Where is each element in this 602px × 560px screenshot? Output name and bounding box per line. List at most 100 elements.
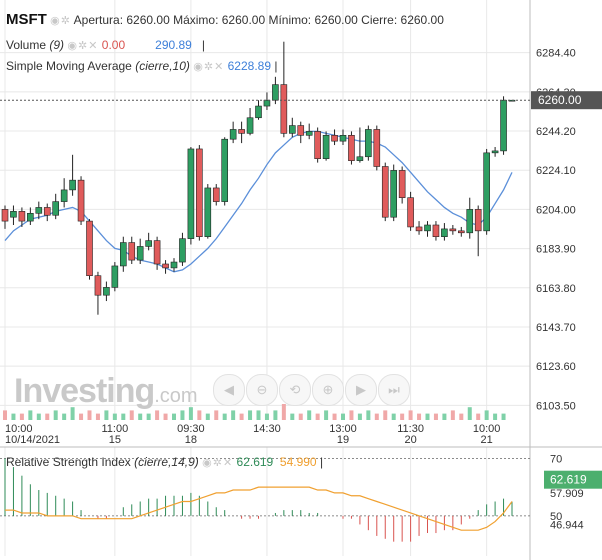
candle-body xyxy=(365,129,372,158)
rsi-value-badge xyxy=(544,470,602,489)
candle-body xyxy=(145,240,152,247)
last-price-badge xyxy=(531,91,602,110)
volume-bar xyxy=(442,413,447,420)
close-icon[interactable]: ✕ xyxy=(222,457,234,469)
candle-body xyxy=(331,135,338,142)
candle-body xyxy=(398,170,406,198)
close-icon[interactable]: ✕ xyxy=(88,40,99,52)
candle-body xyxy=(263,99,271,107)
candle-body xyxy=(179,238,186,263)
volume-bar xyxy=(383,410,388,420)
reset-icon[interactable]: ⟲ xyxy=(279,374,311,406)
candle-body xyxy=(356,156,364,161)
sma-param: (cierre,10) xyxy=(135,59,190,73)
volume-bar xyxy=(222,413,227,420)
rsi-param: (cierre,14,9) xyxy=(134,455,199,469)
price-tick-label: 6143.70 xyxy=(536,322,576,334)
candle-body xyxy=(491,150,499,154)
settings-icon[interactable]: ✲ xyxy=(212,457,223,469)
settings-icon[interactable]: ✲ xyxy=(78,40,89,52)
volume-bar xyxy=(87,410,92,420)
volume-bar xyxy=(248,410,253,420)
volume-bar xyxy=(45,413,50,420)
volume-bar xyxy=(450,410,455,420)
volume-bar xyxy=(264,413,269,420)
volume-bar xyxy=(3,410,7,420)
candle-body xyxy=(483,152,490,232)
volume-bar xyxy=(256,410,261,420)
volume-bar xyxy=(366,410,371,420)
volume-bar xyxy=(138,413,143,420)
volume-bar xyxy=(239,413,244,420)
volume-bars xyxy=(3,404,506,420)
volume-bar xyxy=(357,413,362,420)
jump-end-icon[interactable]: ⏭ xyxy=(378,374,410,406)
volume-bar xyxy=(28,410,33,420)
date-tick-label: 15 xyxy=(109,434,121,446)
volume-bar xyxy=(273,410,278,420)
volume-param: (9) xyxy=(49,38,65,52)
settings-icon[interactable]: ✲ xyxy=(60,15,71,27)
price-tick-label: 6204.00 xyxy=(536,204,576,216)
candle-body xyxy=(432,224,440,237)
candle-body xyxy=(27,213,34,222)
candle-body xyxy=(390,170,398,218)
candle-body xyxy=(69,179,76,191)
volume-label: Volume xyxy=(6,38,47,52)
close-icon[interactable]: ✕ xyxy=(214,61,225,73)
candle-body xyxy=(111,265,119,288)
eye-icon[interactable]: ◉ xyxy=(50,15,61,27)
volume-bar xyxy=(104,410,109,420)
volume-bar xyxy=(391,413,396,420)
candle-body xyxy=(288,125,296,134)
settings-icon[interactable]: ✲ xyxy=(203,61,215,73)
volume-bar xyxy=(493,413,498,420)
volume-bar xyxy=(341,413,345,420)
candle-body xyxy=(322,135,330,160)
volume-bar xyxy=(129,410,134,420)
candle-body xyxy=(52,201,60,216)
candle-body xyxy=(381,166,389,218)
candle-body xyxy=(120,242,127,267)
volume-bar xyxy=(408,410,413,420)
candle-body xyxy=(238,129,245,134)
eye-icon[interactable]: ◉ xyxy=(193,61,204,73)
eye-icon[interactable]: ◉ xyxy=(67,40,78,52)
candle-body xyxy=(348,135,355,161)
candle-body xyxy=(18,211,26,222)
grid-lines xyxy=(0,0,530,556)
volume-bar xyxy=(70,407,75,420)
ticker-symbol: MSFT xyxy=(6,11,47,28)
price-tick-label: 6103.50 xyxy=(536,400,576,412)
candle-body xyxy=(373,129,381,167)
time-tick-label: 09:30 xyxy=(177,423,205,435)
time-tick-label: 14:30 xyxy=(253,423,281,435)
candle-body xyxy=(1,209,9,222)
ohlc-header: MSFT ◉✲ Apertura: 6260.00 Máximo: 6260.0… xyxy=(6,11,444,28)
candle-body xyxy=(415,226,423,232)
zoom-in-icon[interactable]: ⊕ xyxy=(312,374,344,406)
date-tick-label: 21 xyxy=(481,434,493,446)
volume-value: 0.00 xyxy=(101,38,126,52)
zoom-out-icon[interactable]: ⊖ xyxy=(246,374,278,406)
volume-bar xyxy=(501,413,506,420)
rsi-tick-label: 70 xyxy=(550,453,562,465)
candle-body xyxy=(212,187,220,202)
eye-icon[interactable]: ◉ xyxy=(202,457,213,469)
scroll-left-icon[interactable]: ◀ xyxy=(213,374,245,406)
candle-body xyxy=(103,287,110,296)
volume-bar xyxy=(53,410,58,420)
volume-bar xyxy=(484,410,489,420)
volume-bar xyxy=(146,413,151,420)
volume-bar xyxy=(19,413,24,420)
scroll-right-icon[interactable]: ▶ xyxy=(345,374,377,406)
candle-body xyxy=(280,84,288,134)
volume-bar xyxy=(467,407,472,420)
rsi-tick-label: 46.944 xyxy=(550,520,584,532)
time-tick-label: 11:00 xyxy=(101,423,128,435)
rsi-value-label: 62.619 xyxy=(550,473,587,487)
volume-bar xyxy=(315,413,320,420)
